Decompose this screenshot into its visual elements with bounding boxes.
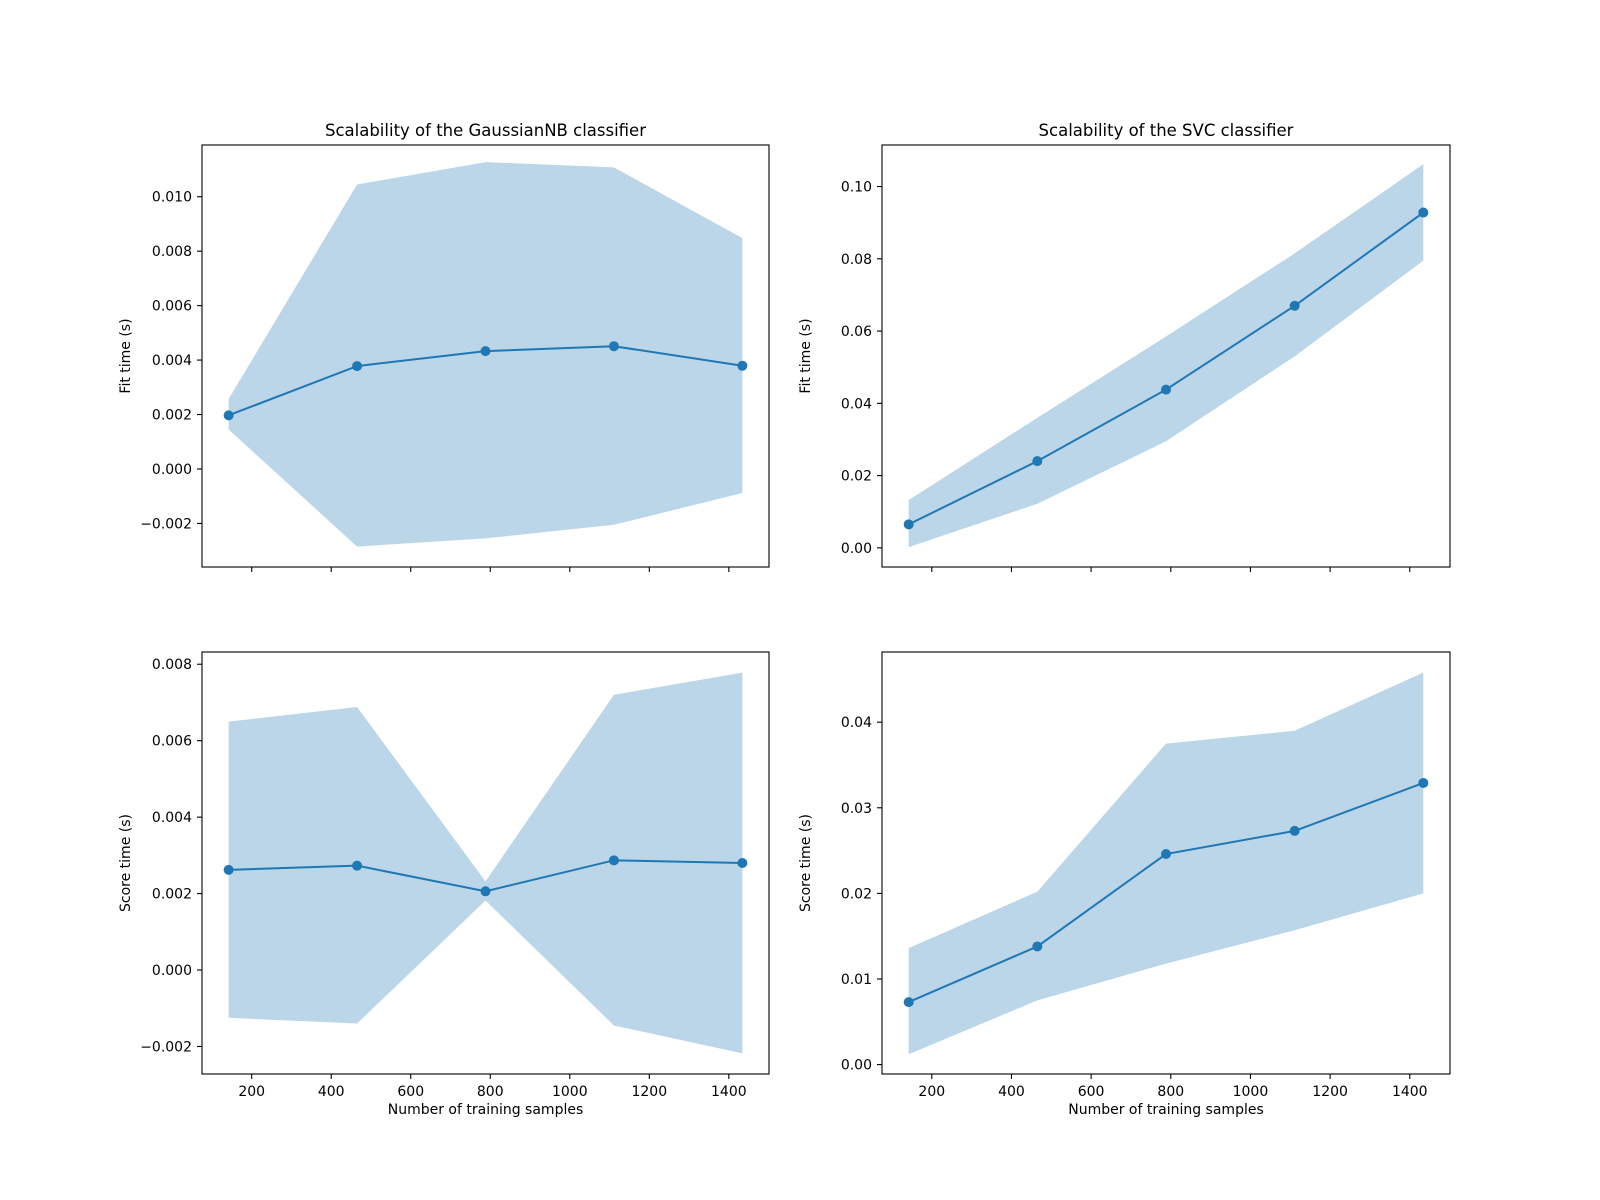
panel-3-ylabel: Score time (s) [118, 814, 134, 912]
panel-1-point-3 [480, 346, 491, 357]
panel-1-ytick-label-0: −0.002 [140, 516, 192, 532]
panel-2-ytick-label-1: 0.02 [841, 469, 872, 485]
panel-3-ytick-label-3: 0.004 [152, 810, 192, 826]
panel-2-axes-frame [881, 144, 1451, 568]
panel-4-point-5 [1418, 777, 1429, 788]
panel-3: 200 400 600 800 1000 1200 1400 −0.002 0.000 0.002… [118, 651, 770, 1118]
panel-4-xtick-label-600: 600 [1078, 1084, 1105, 1100]
panel-4-xtick-label-1400: 1400 [1392, 1084, 1428, 1100]
panel-4-std-band [908, 672, 1424, 1055]
panel-1-ytick-label-3: 0.004 [152, 353, 192, 369]
panel-4-xlabel: Number of training samples [1068, 1102, 1264, 1118]
panel-4-point-3 [1161, 849, 1171, 860]
panel-1-axes-frame [201, 144, 770, 568]
panel-4: 200 400 600 800 1000 1200 1400 0.00 0.01 0.02 0.03… [798, 651, 1451, 1118]
panel-4-xtick-label-1000: 1000 [1233, 1084, 1269, 1100]
panel-3-ytick-label-2: 0.002 [152, 887, 192, 903]
panel-3-ytick-label-5: 0.008 [152, 657, 192, 673]
panel-3-xtick-label-1400: 1400 [711, 1084, 747, 1100]
panel-1-point-1 [223, 410, 234, 421]
panel-3-point-5 [737, 858, 748, 868]
panel-3-point-2 [352, 860, 363, 871]
panel-1-ytick-label-1: 0.000 [152, 462, 192, 478]
panel-1-ytick-label-6: 0.010 [152, 190, 192, 206]
panel-1: −0.002 0.000 0.002 0.004 0.006 0.008 0.010 Scal… [118, 121, 770, 572]
panel-1-title: Scalability of the GaussianNB classifier [325, 121, 646, 140]
panel-4-axes-frame [881, 651, 1451, 1075]
panel-2-point-3 [1161, 384, 1171, 395]
panel-1-ytick-label-2: 0.002 [152, 408, 192, 424]
panel-3-xtick-label-600: 600 [397, 1084, 424, 1100]
panel-2-ytick-label-5: 0.10 [841, 180, 872, 196]
panel-4-ytick-label-2: 0.02 [841, 886, 872, 902]
panel-4-ylabel: Score time (s) [798, 814, 814, 912]
panel-3-ytick-label-4: 0.006 [152, 734, 192, 750]
panel-3-point-3 [480, 886, 491, 897]
panel-2-ytick-label-2: 0.04 [841, 396, 872, 412]
panel-2-ytick-label-3: 0.06 [841, 324, 872, 340]
panel-3-axes-frame [201, 651, 770, 1075]
panel-2-point-2 [1032, 456, 1043, 467]
panel-3-point-4 [608, 855, 619, 866]
panel-3-std-band [228, 672, 743, 1054]
panel-2-point-1 [903, 519, 914, 530]
panel-4-point-1 [903, 997, 914, 1008]
panel-2-ylabel: Fit time (s) [798, 318, 814, 393]
panel-2-std-band [908, 164, 1424, 548]
panel-3-ytick-label-1: 0.000 [152, 963, 192, 979]
panel-1-point-2 [352, 361, 363, 372]
panel-3-xtick-label-800: 800 [477, 1084, 504, 1100]
subplot-grid: −0.002 0.000 0.002 0.004 0.006 0.008 0.010 Scal… [118, 121, 1451, 1118]
panel-3-ytick-label-0: −0.002 [140, 1039, 192, 1055]
panel-1-point-5 [737, 360, 748, 371]
panel-2-title: Scalability of the SVC classifier [1039, 121, 1294, 140]
panel-2-ytick-label-4: 0.08 [841, 252, 872, 268]
panel-4-point-4 [1289, 825, 1300, 836]
panel-4-ytick-label-3: 0.03 [841, 801, 872, 817]
panel-3-xlabel: Number of training samples [388, 1102, 584, 1118]
panel-1-ylabel: Fit time (s) [118, 318, 134, 393]
panel-4-ytick-label-4: 0.04 [841, 715, 872, 731]
panel-2: 0.00 0.02 0.04 0.06 0.08 0.10 Scalability of t… [798, 121, 1451, 572]
panel-3-point-1 [223, 864, 234, 875]
panel-4-ytick-label-0: 0.00 [841, 1058, 872, 1074]
panel-3-xtick-label-1200: 1200 [631, 1084, 667, 1100]
panel-3-xtick-label-1000: 1000 [552, 1084, 588, 1100]
panel-4-ytick-label-1: 0.01 [841, 972, 872, 988]
panel-1-ytick-label-4: 0.006 [152, 299, 192, 315]
panel-3-xtick-label-200: 200 [238, 1084, 265, 1100]
panel-4-xtick-label-800: 800 [1157, 1084, 1184, 1100]
panel-2-point-5 [1418, 207, 1429, 218]
panel-4-point-2 [1032, 941, 1043, 952]
panel-4-xtick-label-400: 400 [998, 1084, 1025, 1100]
panel-3-xtick-label-400: 400 [318, 1084, 345, 1100]
panel-4-xtick-label-1200: 1200 [1312, 1084, 1348, 1100]
panel-2-point-4 [1289, 300, 1300, 311]
panel-1-point-4 [608, 341, 619, 352]
panel-4-xtick-label-200: 200 [918, 1084, 945, 1100]
panel-1-ytick-label-5: 0.008 [152, 244, 192, 260]
panel-2-ytick-label-0: 0.00 [841, 541, 872, 557]
